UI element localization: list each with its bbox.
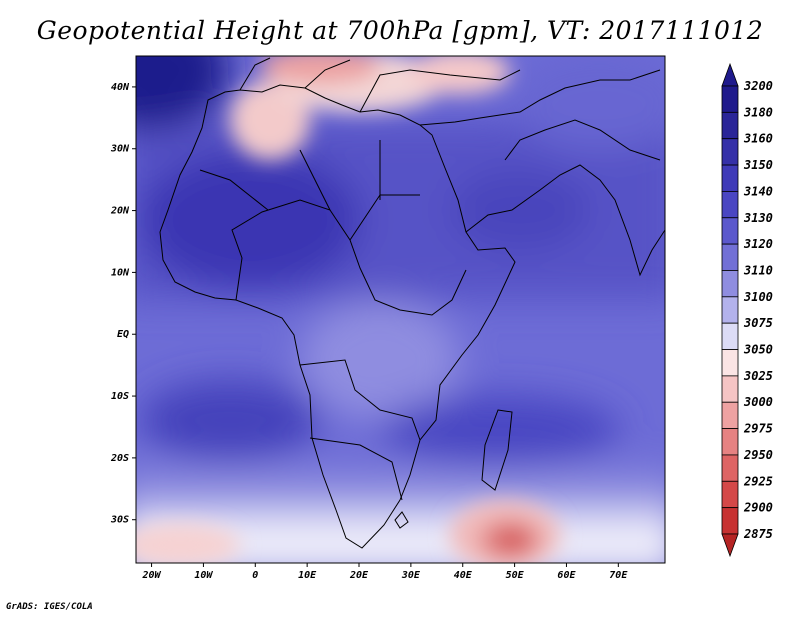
axis-ticks: 20W 10W 0 10E 20E 30E 40E 50E 60E 70E 40N 30N 20N 10N…: [110, 82, 628, 581]
colorbar-label: 3025: [743, 369, 773, 383]
colorbar-label: 2975: [743, 422, 773, 436]
y-tick-label: 10N: [111, 267, 130, 278]
colorbar-label: 2925: [743, 474, 773, 488]
colorbar-swatch: [721, 243, 739, 271]
colorbar-swatch: [721, 480, 739, 509]
colorbar-label: 3140: [743, 184, 773, 198]
y-tick-label: 20S: [110, 453, 129, 464]
y-tick-label: 30N: [110, 144, 130, 155]
colorbar-top-arrow: [721, 62, 739, 87]
colorbar-swatch: [721, 191, 739, 219]
colorbar-swatch: [721, 270, 739, 298]
colorbar-swatch: [721, 428, 739, 456]
colorbar-label: 3120: [743, 237, 773, 251]
colorbar-swatch: [721, 164, 739, 192]
x-tick-label: 10W: [194, 570, 213, 581]
y-tick-label: 30S: [110, 515, 129, 526]
colorbar-swatch: [721, 138, 739, 166]
colorbar-label: 2900: [743, 501, 773, 515]
colorbar-label: 3100: [743, 290, 773, 304]
colorbar-label: 2875: [743, 527, 773, 541]
colorbar-label: 3160: [743, 132, 773, 146]
colorbar-swatch: [721, 507, 739, 535]
x-tick-label: 30E: [401, 570, 421, 581]
x-tick-label: 60E: [557, 570, 576, 581]
colorbar-label: 3200: [743, 79, 773, 93]
colorbar-label: 3075: [743, 316, 773, 330]
height-field: [136, 56, 665, 563]
colorbar-swatch: [721, 401, 739, 429]
colorbar-label: 3000: [743, 395, 773, 409]
colorbar-label: 3050: [743, 343, 773, 357]
colorbar-swatch: [721, 375, 739, 403]
colorbar-label: 3110: [743, 263, 773, 277]
x-tick-label: 20E: [349, 570, 369, 581]
x-tick-label: 0: [252, 570, 258, 581]
colorbar-bottom-arrow: [721, 533, 739, 558]
map-title: Geopotential Height at 700hPa [gpm], VT:…: [36, 16, 764, 45]
colorbar-label: 3180: [743, 105, 773, 119]
x-tick-label: 70E: [609, 570, 628, 581]
y-tick-label: 40N: [111, 82, 130, 93]
credit-text: GrADS: IGES/COLA: [6, 602, 93, 612]
colorbar-swatch: [721, 111, 739, 140]
colorbar-label: 3150: [743, 158, 773, 172]
colorbar-swatch: [721, 322, 739, 350]
colorbar-swatch: [721, 217, 739, 245]
colorbar-label: 2950: [743, 448, 773, 462]
x-tick-label: 50E: [506, 570, 525, 581]
x-tick-label: 20W: [142, 570, 162, 581]
colorbar-swatch: [721, 85, 739, 113]
y-tick-label: 20N: [110, 206, 130, 217]
map-frame: [135, 55, 666, 564]
coastlines: [159, 57, 665, 549]
colorbar-label: 3130: [743, 211, 773, 225]
x-tick-label: 10E: [298, 570, 317, 581]
colorbar-swatch: [721, 296, 739, 324]
y-tick-label: 10S: [111, 391, 129, 402]
colorbar-swatch: [721, 454, 739, 482]
x-tick-label: 40E: [454, 570, 473, 581]
colorbar-swatch: [721, 349, 739, 377]
y-tick-label: EQ: [117, 329, 129, 340]
colorbar: 3200 3180 3160 3150 3140 3130 3120 3110 3100 3075…: [721, 62, 773, 558]
